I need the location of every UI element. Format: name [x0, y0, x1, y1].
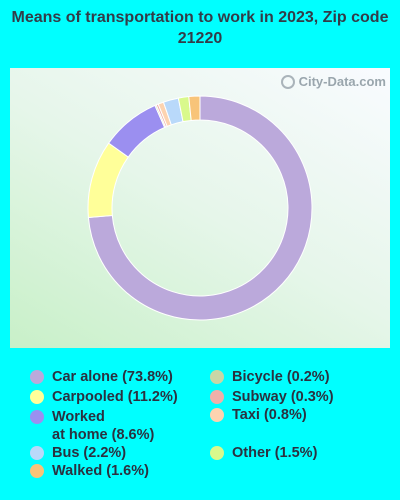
legend-swatch	[30, 464, 44, 478]
legend-swatch	[30, 446, 44, 460]
legend-item-car-alone: Car alone (73.8%)	[30, 368, 173, 386]
legend-item-taxi: Taxi (0.8%)	[210, 406, 307, 424]
legend-swatch	[30, 370, 44, 384]
legend-label: Bus (2.2%)	[52, 445, 127, 461]
legend-label: Car alone (73.8%)	[52, 369, 173, 385]
legend-label: Bicycle (0.2%)	[232, 369, 330, 385]
legend-label: Walked (1.6%)	[52, 463, 149, 479]
legend-label: Subway (0.3%)	[232, 389, 334, 405]
legend-item-subway: Subway (0.3%)	[210, 388, 334, 406]
watermark: City-Data.com	[280, 74, 386, 89]
legend-label: Worked at home (8.6%)	[52, 409, 155, 443]
legend-item-bicycle: Bicycle (0.2%)	[210, 368, 330, 386]
donut-slice-walked	[188, 95, 201, 121]
legend-item-carpooled: Carpooled (11.2%)	[30, 388, 178, 406]
legend-swatch	[210, 370, 224, 384]
chart-title: Means of transportation to work in 2023,…	[11, 9, 389, 47]
legend-label: Carpooled (11.2%)	[52, 389, 178, 405]
legend-item-worked-at-home: Worked at home (8.6%)	[30, 408, 154, 444]
legend-item-walked: Walked (1.6%)	[30, 462, 149, 480]
legend-swatch	[210, 408, 224, 422]
legend-item-bus: Bus (2.2%)	[30, 444, 126, 462]
legend-swatch	[210, 446, 224, 460]
legend-swatch	[30, 390, 44, 404]
magnifier-icon	[280, 74, 295, 89]
legend-item-other: Other (1.5%)	[210, 444, 317, 462]
legend-swatch	[210, 390, 224, 404]
legend-label: Other (1.5%)	[232, 445, 318, 461]
watermark-text: City-Data.com	[298, 74, 386, 89]
donut-slice-car-alone	[87, 95, 313, 321]
legend-swatch	[30, 410, 44, 424]
legend-label: Taxi (0.8%)	[232, 407, 307, 423]
